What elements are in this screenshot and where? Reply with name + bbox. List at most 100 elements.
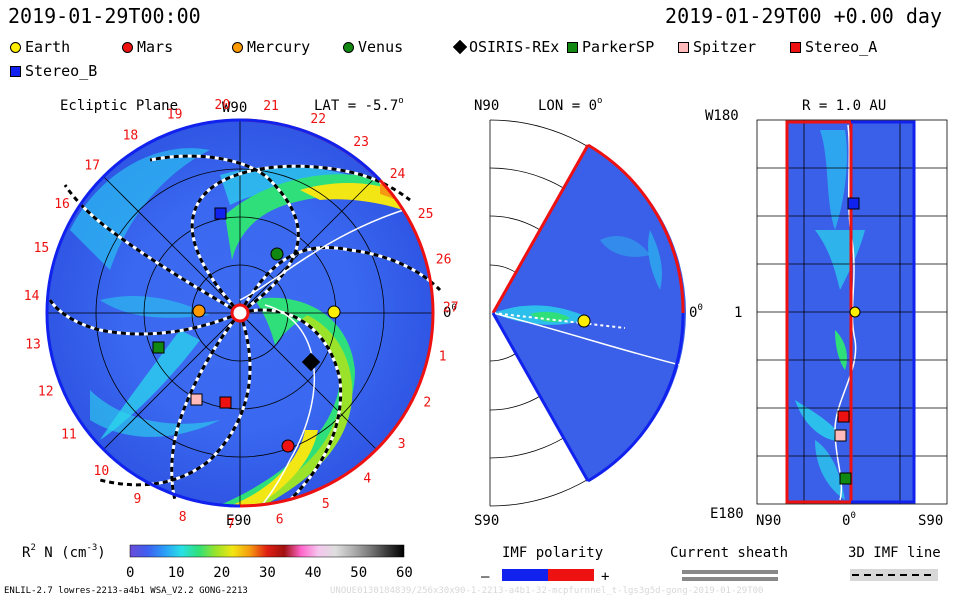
sun-marker	[230, 303, 250, 323]
stereo-b-marker	[214, 207, 227, 220]
imf-spiral-lines	[48, 154, 442, 506]
legend-item: Mercury	[232, 38, 310, 56]
radial-bottom-n: N90	[756, 513, 781, 529]
meridional-bottom-label: S90	[474, 513, 499, 529]
radial-top-left: W180	[705, 108, 739, 124]
legend-label: Spitzer	[693, 38, 757, 56]
parker-sp-radial	[839, 472, 852, 485]
ecliptic-top-label: W90	[222, 100, 247, 116]
carrington-tick-label: 12	[38, 385, 54, 400]
carrington-tick-label: 13	[25, 338, 41, 353]
mars-marker	[281, 439, 295, 453]
carrington-tick-label: 8	[179, 510, 187, 525]
mercury-marker	[192, 304, 206, 318]
carrington-tick-label: 4	[363, 472, 371, 487]
carrington-tick-label: 9	[134, 492, 142, 507]
imf-line-title: 3D IMF line	[848, 545, 941, 561]
ecliptic-right-label: 00	[443, 303, 457, 321]
carrington-tick-label: 21	[263, 99, 279, 114]
legend-item: Earth	[10, 38, 70, 56]
ecliptic-panel: Ecliptic Plane LAT = -5.7o	[24, 96, 459, 532]
carrington-tick-label: 5	[322, 497, 330, 512]
colorbar-ticks: 0 10 20 30 40 50 60	[126, 565, 413, 581]
stereo-b-radial	[847, 197, 860, 210]
carrington-tick-label: 24	[390, 167, 406, 182]
earth-marker-meridional	[577, 314, 591, 328]
legend-label: Stereo_B	[25, 62, 98, 80]
legend-item: Spitzer	[678, 38, 756, 56]
colorbar-label: R2 N (cm-3)	[22, 543, 106, 561]
legend-label: Stereo_A	[805, 38, 878, 56]
carrington-tick-label: 14	[24, 289, 40, 304]
legend-item: Stereo_A	[790, 38, 877, 56]
legend-label: Mars	[137, 38, 174, 56]
imf-plus: +	[601, 569, 609, 585]
carrington-tick-label: 3	[398, 437, 406, 452]
legend-label: Earth	[25, 38, 71, 56]
earth-marker	[327, 305, 341, 319]
carrington-tick-label: 17	[84, 159, 100, 174]
colorbar-tick-label: 60	[396, 565, 413, 581]
carrington-tick-label: 10	[94, 464, 110, 479]
radial-middle-left: 1	[734, 305, 742, 321]
carrington-tick-label: 11	[61, 428, 77, 443]
polarity-ring-negative	[45, 118, 241, 508]
legend-marker-icon	[10, 65, 21, 77]
legend-item: Stereo_B	[10, 62, 97, 80]
carrington-tick-label: 25	[418, 207, 434, 222]
imf-polarity-legend: IMF polarity – +	[481, 545, 609, 585]
ecliptic-bottom-label: E90	[226, 513, 251, 529]
carrington-tick-label: 20	[215, 98, 231, 113]
carrington-tick-label: 7	[227, 517, 235, 532]
parker-sp-marker	[152, 341, 165, 354]
imf-minus: –	[481, 569, 490, 585]
imf-negative-swatch	[502, 569, 548, 581]
legend-marker-icon	[232, 41, 243, 53]
spitzer-radial	[834, 429, 847, 442]
spitzer-marker	[190, 393, 203, 406]
legend-marker-icon	[10, 41, 21, 53]
legend-marker-icon	[678, 41, 689, 53]
current-sheath-legend: Current sheath	[670, 545, 788, 581]
imf-positive-swatch	[548, 569, 594, 581]
meridional-top-label: N90	[474, 98, 499, 114]
meridional-lon: LON = 0o	[538, 96, 602, 114]
run-id: UNOUE0130184839/256x30x90-1-2213-a4b1-32…	[330, 586, 764, 596]
meridional-panel: N90 LON = 0o S90 00	[474, 96, 703, 529]
legend-item: Mars	[122, 38, 173, 56]
current-sheath-title: Current sheath	[670, 545, 788, 561]
colorbar-tick-label: 10	[168, 565, 185, 581]
radial-bottom-left: E180	[710, 506, 744, 522]
carrington-tick-label: 1	[439, 349, 447, 364]
meridional-density	[493, 230, 681, 366]
ecliptic-title: Ecliptic Plane	[60, 98, 178, 114]
radial-title: R = 1.0 AU	[802, 98, 886, 114]
colorbar-tick-label: 40	[305, 565, 322, 581]
earth-radial	[849, 306, 861, 318]
radial-bottom-s: S90	[918, 513, 943, 529]
radial-panel: R = 1.0 AU W180 1 E180 N90 00 S90	[705, 98, 948, 529]
carrington-tick-label: 27	[443, 301, 459, 316]
carrington-tick-label: 22	[310, 112, 326, 127]
carrington-tick-label: 2	[423, 396, 431, 411]
osiris-rex-marker	[301, 352, 321, 372]
legend-marker-icon	[790, 41, 801, 53]
legend-marker-icon	[343, 41, 354, 53]
colorbar-tick-label: 0	[126, 565, 134, 581]
imf-polarity-title: IMF polarity	[502, 545, 603, 561]
colorbar-tick-label: 50	[350, 565, 367, 581]
colorbar: R2 N (cm-3) 0 10 20 30 40 50 60	[22, 543, 413, 581]
meridional-right-label: 00	[689, 303, 703, 321]
colorbar-tick-label: 30	[259, 565, 276, 581]
ecliptic-lat: LAT = -5.7o	[314, 96, 404, 114]
ecliptic-bodies	[152, 207, 341, 453]
stereo-a-marker	[219, 396, 232, 409]
venus-marker	[270, 247, 284, 261]
carrington-tick-label: 23	[353, 135, 369, 150]
radial-bodies	[834, 197, 861, 485]
colorbar-strip	[129, 544, 405, 558]
carrington-tick-label: 15	[34, 241, 50, 256]
carrington-tick-label: 16	[54, 197, 70, 212]
legend-label: Venus	[358, 38, 404, 56]
